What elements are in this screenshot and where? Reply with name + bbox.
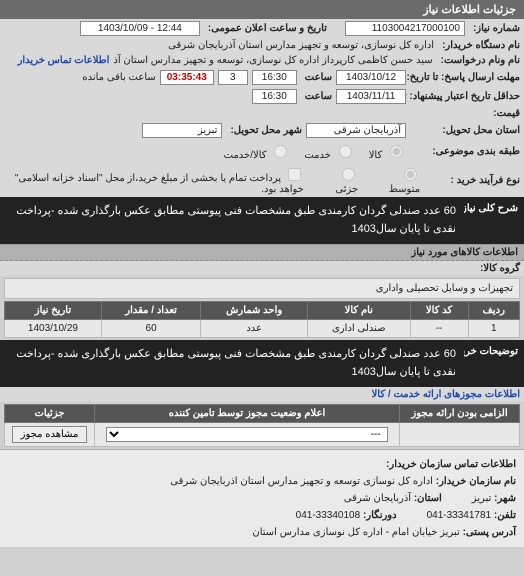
col-qty: تعداد / مقدار bbox=[101, 302, 201, 320]
desc-text: 60 عدد صندلی گردان کارمندی طبق مشخصات فن… bbox=[0, 197, 464, 244]
col-idx: ردیف bbox=[468, 302, 520, 320]
validity-time-label: ساعت bbox=[301, 91, 332, 102]
goods-group-value: تجهیزات و وسایل تحصیلی واداری bbox=[4, 278, 520, 299]
need-number-label: شماره نیاز: bbox=[469, 23, 520, 34]
validity-label: حداقل تاریخ اعتبار پیشنهاد: تا تاریخ: bbox=[410, 91, 520, 102]
announce-date-value: 1403/10/09 - 12:44 bbox=[80, 21, 200, 36]
buyer-note-text: 60 عدد صندلی گردان کارمندی طبق مشخصات فن… bbox=[0, 340, 464, 387]
delivery-province-label: استان محل تحویل: bbox=[410, 125, 520, 136]
deadline-time-label: ساعت bbox=[301, 72, 332, 83]
cell-date: 1403/10/29 bbox=[5, 320, 102, 338]
footer-org-label: نام سازمان خریدار: bbox=[436, 476, 516, 487]
cell-qty: 60 bbox=[101, 320, 201, 338]
goods-section-header: اطلاعات کالاهای مورد نیاز bbox=[0, 244, 524, 261]
buyer-org-label: نام دستگاه خریدار: bbox=[438, 40, 520, 51]
footer-contact: اطلاعات تماس سازمان خریدار: نام سازمان خ… bbox=[0, 449, 524, 547]
requester-value: سید حسن کاظمی کارپرداز اداره کل نوسازی، … bbox=[113, 55, 432, 66]
remain-text: ساعت باقی مانده bbox=[82, 72, 155, 83]
radio-partial[interactable]: جزئی bbox=[318, 165, 358, 195]
footer-title: اطلاعات تماس سازمان خریدار: bbox=[386, 459, 516, 470]
footer-fax-value: 041-33340108 bbox=[296, 510, 361, 521]
license-table: الزامی بودن ارائه مجوز اعلام وضعیت مجوز … bbox=[4, 404, 520, 447]
validity-date: 1403/11/11 bbox=[336, 89, 406, 104]
radio-medium[interactable]: متوسط bbox=[372, 165, 420, 195]
cell-name: صندلی اداری bbox=[308, 320, 411, 338]
price-label: قیمت: bbox=[410, 108, 520, 119]
lic-col-status: اعلام وضعیت مجوز توسط تامین کننده bbox=[95, 405, 400, 423]
delivery-city-value: تبریز bbox=[142, 123, 222, 138]
radio-both[interactable]: کالا/خدمت bbox=[224, 142, 291, 161]
deadline-time: 16:30 bbox=[252, 70, 297, 85]
need-number-value: 1103004217000100 bbox=[345, 21, 465, 36]
table-row[interactable]: 1 -- صندلی اداری عدد 60 1403/10/29 bbox=[5, 320, 520, 338]
lic-details-cell: مشاهده مجوز bbox=[5, 423, 95, 447]
buyer-org-value: اداره کل نوسازی، توسعه و تجهیز مدارس است… bbox=[168, 40, 434, 51]
footer-city-label: شهر: bbox=[494, 493, 516, 504]
lic-mandatory-cell bbox=[400, 423, 520, 447]
footer-province-label: استان: bbox=[414, 493, 442, 504]
lic-col-mandatory: الزامی بودن ارائه مجوز bbox=[400, 405, 520, 423]
cell-code: -- bbox=[410, 320, 468, 338]
col-code: کد کالا bbox=[410, 302, 468, 320]
footer-fax-label: دورنگار: bbox=[363, 510, 397, 521]
footer-city-value: تبریز bbox=[472, 493, 492, 504]
buyer-contact-link[interactable]: اطلاعات تماس خریدار bbox=[18, 55, 110, 66]
col-name: نام کالا bbox=[308, 302, 411, 320]
col-unit: واحد شمارش bbox=[201, 302, 308, 320]
goods-table: ردیف کد کالا نام کالا واحد شمارش تعداد /… bbox=[4, 301, 520, 338]
cell-unit: عدد bbox=[201, 320, 308, 338]
footer-addr-label: آدرس پستی: bbox=[463, 527, 516, 538]
section-header-need: جزئیات اطلاعات نیاز bbox=[0, 0, 524, 19]
remain-count: 3 bbox=[218, 70, 248, 85]
delivery-city-label: شهر محل تحویل: bbox=[226, 125, 302, 136]
subject-class-label: طبقه بندی موضوعی: bbox=[410, 146, 520, 157]
lic-col-details: جزئیات bbox=[5, 405, 95, 423]
lic-status-cell[interactable]: --- bbox=[95, 423, 400, 447]
deadline-date: 1403/10/12 bbox=[336, 70, 406, 85]
view-license-button[interactable]: مشاهده مجوز bbox=[12, 426, 88, 443]
deadline-label: مهلت ارسال پاسخ: تا تاریخ: bbox=[410, 72, 520, 83]
radio-kala[interactable]: کالا bbox=[369, 142, 406, 161]
delivery-province-value: آذربایجان شرقی bbox=[306, 123, 406, 138]
footer-org-value: اداره کل نوسازی توسعه و تجهیز مدارس استا… bbox=[170, 476, 433, 487]
check-payment-note[interactable]: پرداخت تمام یا بخشی از مبلغ خرید،از محل … bbox=[14, 165, 304, 195]
footer-addr-value: تبریز خیابان امام - اداره کل نوسازی مدار… bbox=[252, 527, 459, 538]
validity-time: 16:30 bbox=[252, 89, 297, 104]
license-info-link[interactable]: اطلاعات مجوزهای ارائه خدمت / کالا bbox=[372, 389, 520, 400]
desc-label: شرح کلی نیاز: bbox=[464, 197, 524, 244]
requester-label: نام ونام درخواست: bbox=[437, 55, 520, 66]
footer-tel-value: 041-33341781 bbox=[427, 510, 492, 521]
cell-idx: 1 bbox=[468, 320, 520, 338]
process-type-label: نوع فرآیند خرید : bbox=[424, 175, 520, 186]
footer-tel-label: تلفن: bbox=[494, 510, 516, 521]
col-date: تاریخ نیاز bbox=[5, 302, 102, 320]
license-row: --- مشاهده مجوز bbox=[5, 423, 520, 447]
announce-date-label: تاریخ و ساعت اعلان عمومی: bbox=[204, 23, 327, 34]
buyer-note-label: توضیحات خریدار: bbox=[464, 340, 524, 387]
countdown-timer: 03:35:43 bbox=[160, 70, 214, 85]
footer-province-value: آذربایجان شرقی bbox=[344, 493, 411, 504]
goods-group-label: گروه کالا: bbox=[476, 263, 520, 274]
license-status-select[interactable]: --- bbox=[106, 427, 387, 442]
radio-khedmat[interactable]: خدمت bbox=[304, 142, 354, 161]
